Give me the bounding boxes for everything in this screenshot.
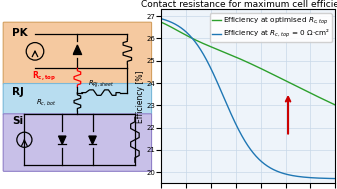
Legend: Efficiency at optimised $R_{c, top}$, Efficiency at $R_{c, top}$ = 0 Ω·cm²: Efficiency at optimised $R_{c, top}$, Ef…: [210, 13, 332, 43]
Polygon shape: [89, 136, 96, 144]
Efficiency at optimised $R_{c, top}$: [263, 69, 267, 72]
Efficiency at $R_{c, top}$ = 0 Ω·cm²: [243, 140, 247, 142]
Efficiency at $R_{c, top}$ = 0 Ω·cm²: [242, 138, 246, 140]
FancyBboxPatch shape: [3, 84, 152, 115]
Text: $R_{RJ,sheet}$: $R_{RJ,sheet}$: [88, 78, 114, 90]
Text: Si: Si: [12, 116, 23, 126]
FancyBboxPatch shape: [3, 114, 152, 171]
Polygon shape: [73, 45, 81, 54]
Text: RJ: RJ: [12, 87, 24, 97]
Line: Efficiency at $R_{c, top}$ = 0 Ω·cm²: Efficiency at $R_{c, top}$ = 0 Ω·cm²: [161, 19, 335, 179]
Title: Contact resistance for maximum cell efficiency: Contact resistance for maximum cell effi…: [141, 0, 337, 9]
Efficiency at $R_{c, top}$ = 0 Ω·cm²: [333, 177, 337, 180]
Efficiency at optimised $R_{c, top}$: [242, 60, 246, 62]
Line: Efficiency at optimised $R_{c, top}$: Efficiency at optimised $R_{c, top}$: [161, 22, 335, 105]
Efficiency at optimised $R_{c, top}$: [243, 60, 247, 62]
FancyBboxPatch shape: [3, 22, 152, 84]
Efficiency at optimised $R_{c, top}$: [159, 21, 163, 23]
Efficiency at $R_{c, top}$ = 0 Ω·cm²: [302, 176, 306, 178]
Text: $\mathbf{R_{c,top}}$: $\mathbf{R_{c,top}}$: [32, 70, 56, 83]
Text: $R_{c,bot}$: $R_{c,bot}$: [36, 97, 56, 107]
Y-axis label: Efficiency [%]: Efficiency [%]: [136, 70, 145, 123]
Efficiency at $R_{c, top}$ = 0 Ω·cm²: [159, 18, 163, 20]
Polygon shape: [59, 136, 66, 144]
Efficiency at optimised $R_{c, top}$: [302, 89, 306, 91]
Efficiency at optimised $R_{c, top}$: [333, 104, 337, 106]
Efficiency at $R_{c, top}$ = 0 Ω·cm²: [329, 177, 333, 180]
Efficiency at $R_{c, top}$ = 0 Ω·cm²: [263, 163, 267, 165]
Efficiency at $R_{c, top}$ = 0 Ω·cm²: [253, 154, 257, 157]
Efficiency at optimised $R_{c, top}$: [253, 65, 257, 67]
Efficiency at optimised $R_{c, top}$: [329, 102, 333, 104]
Text: PK: PK: [12, 28, 28, 37]
